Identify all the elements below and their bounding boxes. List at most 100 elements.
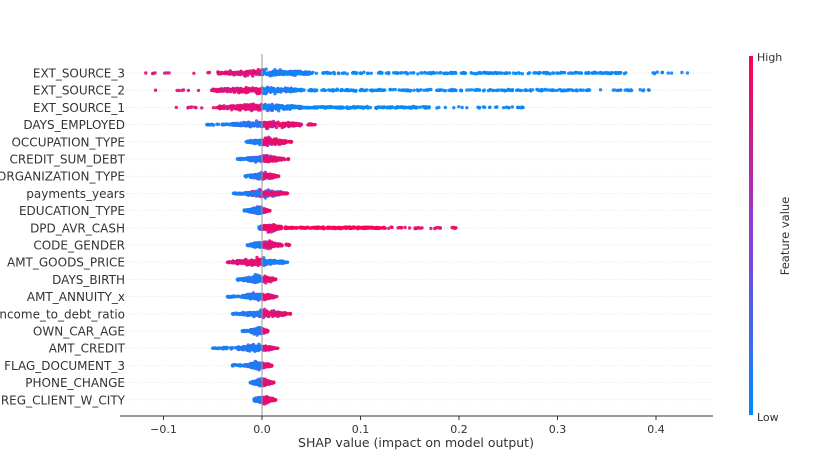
shap-point — [520, 72, 525, 76]
shap-point — [234, 106, 238, 110]
shap-point — [266, 191, 271, 195]
shap-point — [269, 225, 273, 229]
shap-point — [482, 88, 486, 92]
shap-point — [400, 105, 404, 109]
shap-point — [283, 157, 287, 162]
shap-point — [345, 72, 349, 76]
shap-point — [504, 105, 509, 109]
shap-point — [536, 71, 541, 76]
shap-point — [550, 71, 555, 75]
shap-point — [217, 106, 222, 110]
shap-point — [558, 71, 562, 75]
shap-point — [205, 122, 209, 127]
shap-point — [469, 71, 473, 75]
shap-point — [273, 139, 277, 144]
shap-point — [220, 122, 225, 127]
shap-point — [403, 71, 407, 75]
shap-point — [266, 88, 270, 92]
shap-point — [647, 88, 651, 92]
shap-point — [175, 88, 179, 93]
shap-point — [452, 106, 456, 110]
shap-point — [420, 71, 424, 75]
shap-point — [267, 157, 272, 161]
shap-point — [660, 70, 665, 75]
shap-point — [242, 157, 246, 161]
shap-point — [352, 70, 356, 75]
shap-point — [475, 87, 479, 92]
shap-point — [264, 174, 268, 178]
shap-point — [296, 71, 300, 75]
shap-point — [258, 88, 263, 92]
shap-point — [592, 71, 596, 75]
shap-point — [415, 226, 419, 230]
shap-point — [340, 71, 344, 76]
shap-point — [412, 71, 416, 75]
shap-point — [354, 88, 358, 93]
shap-point — [254, 72, 258, 77]
shap-point — [283, 123, 287, 128]
shap-point — [411, 105, 415, 109]
shap-point — [400, 226, 404, 230]
shap-point — [219, 88, 223, 93]
shap-point — [364, 88, 368, 92]
shap-point — [276, 157, 280, 161]
shap-point — [316, 105, 320, 109]
shap-point — [237, 192, 242, 196]
shap-point — [235, 157, 240, 161]
shap-point — [307, 71, 311, 75]
shap-point — [364, 225, 368, 230]
shap-point — [566, 88, 570, 93]
shap-point — [196, 88, 201, 93]
shap-point — [403, 225, 407, 230]
shap-point — [290, 226, 294, 230]
shap-point — [629, 88, 634, 93]
shap-point — [193, 105, 197, 110]
shap-point — [231, 191, 236, 196]
shap-point — [272, 122, 276, 126]
shap-point — [254, 90, 258, 94]
feature-points — [174, 102, 525, 113]
shap-point — [247, 89, 251, 93]
shap-point — [358, 226, 363, 230]
shap-point — [268, 122, 273, 127]
shap-point — [519, 88, 524, 93]
shap-point — [623, 88, 627, 92]
shap-point — [587, 88, 592, 92]
shap-point — [348, 88, 352, 92]
shap-point — [269, 88, 273, 92]
feature-points — [244, 135, 294, 148]
shap-point — [369, 71, 373, 76]
shap-point — [454, 226, 458, 230]
shap-point — [488, 105, 492, 109]
feature-points — [245, 239, 292, 251]
shap-point — [254, 157, 258, 161]
shap-point — [248, 105, 253, 110]
shap-point — [544, 71, 549, 75]
shap-point — [619, 88, 623, 92]
shap-point — [374, 88, 378, 92]
shap-point — [393, 87, 397, 92]
shap-point — [258, 108, 263, 112]
shap-point — [310, 226, 314, 230]
shap-point — [244, 140, 248, 144]
shap-point — [238, 123, 242, 127]
shap-point — [214, 106, 218, 110]
shap-point — [277, 174, 281, 178]
shap-point — [416, 72, 420, 76]
shap-point — [340, 87, 344, 92]
shap-point — [256, 68, 260, 72]
shap-point — [399, 88, 403, 92]
shap-point — [264, 157, 268, 161]
shap-point — [374, 105, 379, 110]
shap-point — [472, 71, 477, 76]
shap-point — [163, 71, 167, 75]
shap-point — [186, 88, 191, 93]
shap-point — [221, 105, 225, 109]
shap-point — [516, 88, 520, 92]
shap-point — [425, 105, 430, 110]
shap-point — [280, 243, 284, 248]
shap-point — [249, 123, 253, 127]
shap-point — [263, 105, 267, 110]
shap-point — [283, 105, 287, 110]
shap-point — [572, 71, 577, 75]
